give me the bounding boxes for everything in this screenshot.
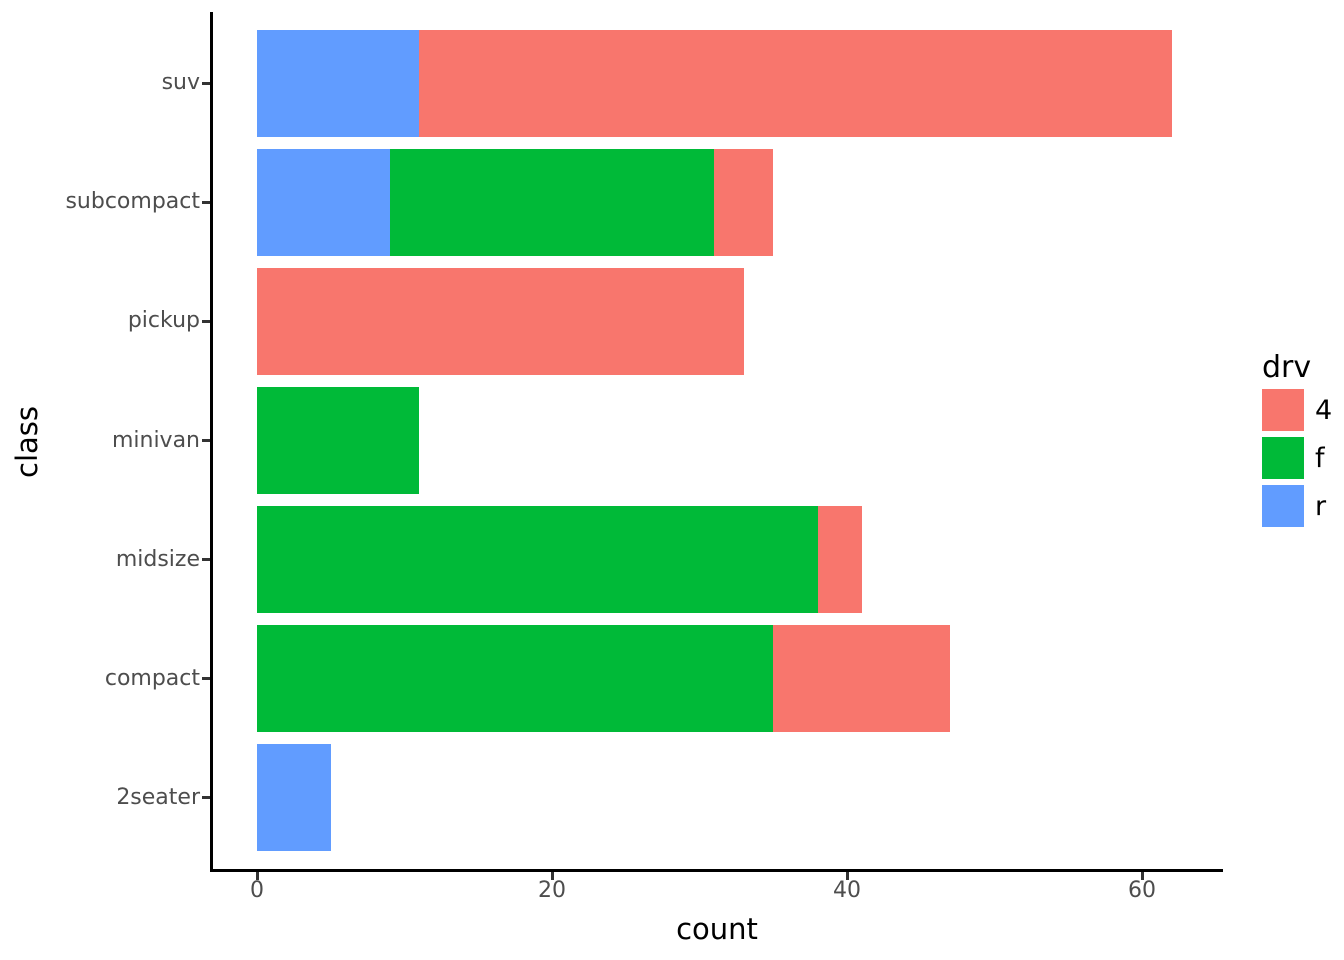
y-tick-mark [202,677,210,681]
bar-subcompact-drv-r [257,148,390,256]
x-tick-mark [255,872,259,880]
legend-entry-4: 4 [1262,389,1332,431]
legend-swatch-f [1262,437,1304,479]
x-tick-mark [1140,872,1144,880]
y-tick-mark [202,796,210,800]
x-tick-label-40: 40 [833,878,861,903]
y-tick-label-suv: suv [161,70,200,96]
y-tick-label-midsize: midsize [115,546,200,572]
legend-title: drv [1262,350,1312,385]
x-axis-title: count [676,912,758,946]
x-tick-label-0: 0 [250,878,264,903]
legend-label-4: 4 [1315,394,1333,426]
legend-entry-r: r [1262,485,1332,527]
bar-compact-drv-f [257,625,774,733]
y-tick-label-compact: compact [104,665,200,691]
x-tick-mark [550,872,554,880]
y-tick-mark [202,319,210,323]
y-tick-mark [202,439,210,442]
bar-subcompact-drv-f [389,148,715,256]
y-axis-title: class [10,406,44,478]
bar-minivan-drv-f [257,387,420,494]
y-tick-mark [202,81,210,85]
legend-swatch-4 [1262,389,1304,431]
bar-suv-drv-r [257,29,420,137]
y-tick-label-subcompact: subcompact [65,189,200,215]
y-tick-label-pickup: pickup [127,308,200,334]
legend-label-r: r [1315,490,1327,522]
bar-subcompact-drv-4 [714,148,774,256]
y-tick-label-minivan: minivan [111,427,200,453]
legend-entry-f: f [1262,437,1332,479]
bar-pickup-drv-4 [257,267,744,375]
bar-midsize-drv-4 [817,506,862,614]
bar-suv-drv-4 [419,29,1172,137]
x-tick-mark [845,872,849,880]
y-tick-label-2seater: 2seater [116,784,200,810]
legend-swatch-r [1262,485,1304,527]
y-tick-mark [202,200,210,204]
bar-midsize-drv-f [257,506,818,614]
plot-area [213,12,1222,869]
x-tick-label-60: 60 [1128,878,1156,903]
legend-label-f: f [1315,442,1325,474]
x-axis-line [210,869,1223,872]
y-tick-mark [202,558,210,562]
bar-2seater-drv-r [257,744,331,852]
x-tick-label-20: 20 [538,878,566,903]
y-axis-line [210,12,213,872]
bar-compact-drv-4 [773,625,951,733]
